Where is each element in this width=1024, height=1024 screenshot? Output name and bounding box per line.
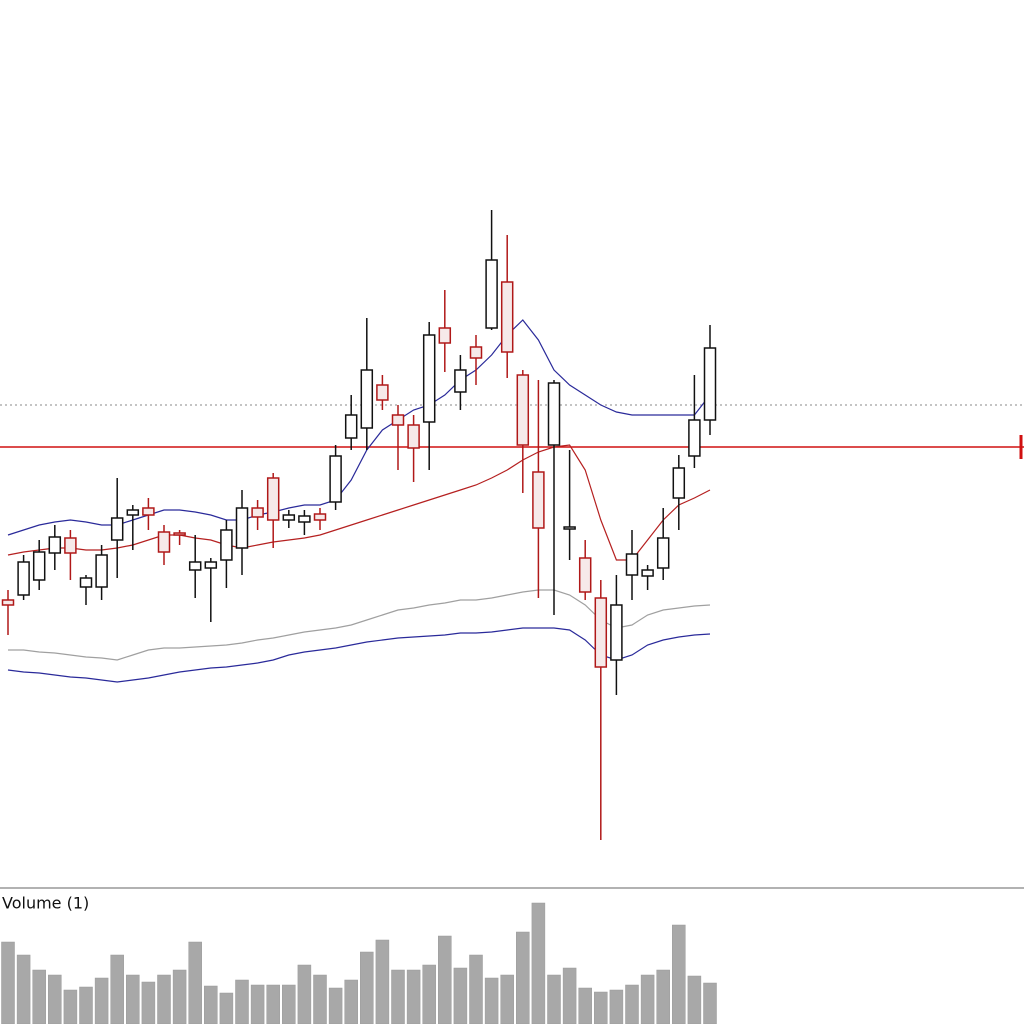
volume-bar xyxy=(126,974,140,1024)
indicator-line xyxy=(7,319,711,536)
volume-bar xyxy=(625,984,639,1024)
candle-body xyxy=(407,424,420,449)
candle-body xyxy=(1,599,15,606)
volume-bar xyxy=(297,964,312,1024)
candle-body xyxy=(485,259,498,329)
volume-bar xyxy=(313,974,327,1024)
candle-body xyxy=(110,517,124,541)
volume-bar xyxy=(219,992,234,1024)
volume-bar xyxy=(453,967,468,1024)
volume-bar xyxy=(16,954,31,1024)
candle-body xyxy=(500,281,514,353)
candle-body xyxy=(610,604,623,661)
volume-bar xyxy=(94,977,109,1024)
volume-bar xyxy=(547,974,561,1024)
volume-bar xyxy=(594,991,608,1024)
volume-bar xyxy=(63,989,78,1024)
volume-bar xyxy=(484,977,499,1024)
volume-bar xyxy=(609,989,624,1024)
candle-body xyxy=(641,569,654,577)
candle-body xyxy=(469,346,483,359)
volume-bar xyxy=(406,969,421,1024)
candle-body xyxy=(64,537,77,554)
volume-bar xyxy=(531,902,546,1024)
candle-body xyxy=(204,561,218,569)
volume-bar xyxy=(360,951,374,1024)
candle-body xyxy=(48,536,62,554)
volume-bar xyxy=(79,986,93,1024)
candle-body xyxy=(547,382,561,446)
volume-bar xyxy=(266,984,280,1024)
volume-bar xyxy=(110,954,124,1024)
candle-body xyxy=(157,531,171,553)
volume-bar xyxy=(328,987,343,1024)
candle-body xyxy=(282,514,296,521)
candle-body xyxy=(672,467,686,499)
candle-body xyxy=(516,374,530,446)
volume-bar xyxy=(157,974,171,1024)
volume-bar xyxy=(656,969,670,1024)
candle-body xyxy=(266,477,280,521)
candle-body xyxy=(298,515,311,523)
candle-body xyxy=(17,561,30,596)
volume-bar xyxy=(1,941,15,1024)
volume-bar xyxy=(640,974,655,1024)
candle-body xyxy=(188,561,202,571)
indicator-line xyxy=(7,627,711,683)
volume-bar xyxy=(578,987,592,1024)
candle-body xyxy=(376,384,389,401)
volume-bar xyxy=(141,981,156,1024)
volume-bar xyxy=(188,941,202,1024)
candle-body xyxy=(532,471,545,529)
volume-bar xyxy=(391,969,405,1024)
volume-bar xyxy=(32,969,46,1024)
candle-body xyxy=(235,507,249,549)
volume-bar xyxy=(282,984,296,1024)
candle-body xyxy=(578,557,592,593)
candle-body xyxy=(95,554,108,588)
candle-body xyxy=(313,513,327,521)
volume-bar xyxy=(672,924,686,1024)
candle-body xyxy=(688,419,701,457)
candle-body xyxy=(344,414,358,439)
volume-bar xyxy=(235,979,249,1024)
candle-body xyxy=(142,507,155,516)
volume-label: Volume (1) xyxy=(2,894,89,913)
indicator-line xyxy=(8,589,711,661)
candle-body xyxy=(173,532,186,536)
volume-bar xyxy=(422,964,436,1024)
volume-bar xyxy=(438,935,452,1024)
candle-body xyxy=(79,577,93,588)
candle-body xyxy=(703,347,717,421)
volume-bar xyxy=(469,954,483,1024)
candle-body xyxy=(563,526,576,530)
volume-bar xyxy=(562,967,577,1024)
candle-body xyxy=(656,537,670,569)
indicator-line xyxy=(7,444,711,561)
candle-body xyxy=(32,551,46,581)
candle-body xyxy=(422,334,436,423)
volume-bar xyxy=(687,975,702,1024)
volume-bar xyxy=(344,979,358,1024)
candle-body xyxy=(594,597,608,668)
candle-body xyxy=(251,507,264,518)
candle-body xyxy=(438,327,452,344)
volume-bar xyxy=(172,969,187,1024)
volume-bar xyxy=(703,982,717,1024)
volume-bar xyxy=(516,931,530,1024)
candle-body xyxy=(329,455,342,503)
volume-bar xyxy=(375,939,390,1024)
candle-body xyxy=(126,509,140,516)
volume-bar xyxy=(250,984,265,1024)
volume-bar xyxy=(204,985,218,1024)
candle-body xyxy=(220,529,233,561)
volume-bar xyxy=(500,974,514,1024)
candle-body xyxy=(625,553,639,576)
candle-body xyxy=(454,369,467,393)
volume-bar xyxy=(48,974,62,1024)
candle-body xyxy=(391,414,405,426)
candle-body xyxy=(360,369,374,429)
